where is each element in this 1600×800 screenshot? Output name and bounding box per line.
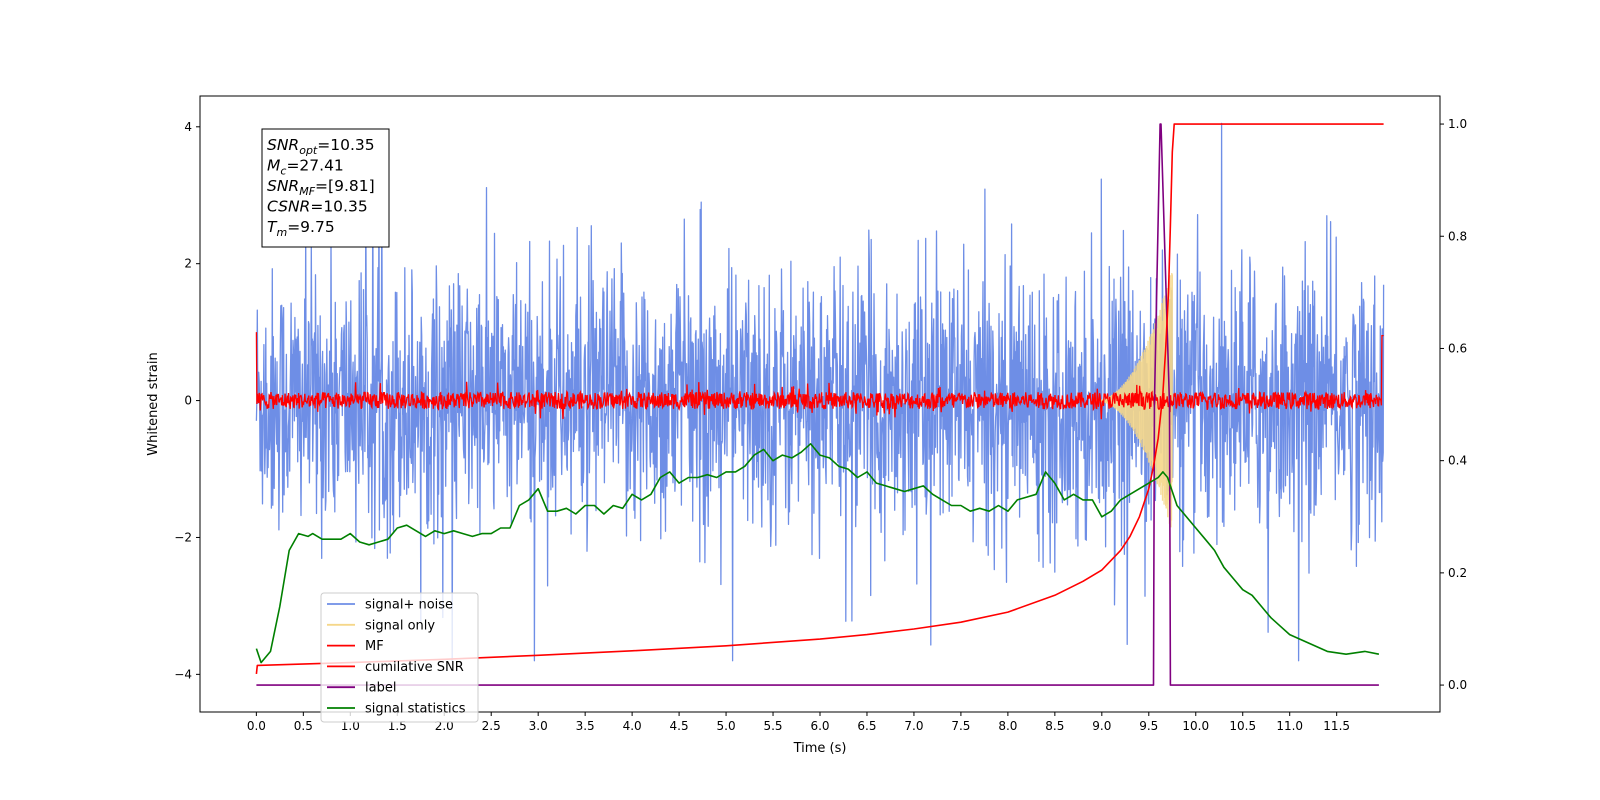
x-tick-label: 0.5: [294, 719, 313, 733]
x-tick-label: 7.5: [951, 719, 970, 733]
y-tick-label: −4: [174, 667, 192, 681]
legend-label: MF: [365, 639, 384, 654]
signal-noise-line: [255, 122, 1385, 662]
x-tick-label: 3.5: [576, 719, 595, 733]
y-axis-right: 1.0 0.8 0.6 0.4 0.2 0.0: [1440, 117, 1467, 692]
x-tick-label: 9.0: [1092, 719, 1111, 733]
annotation-line: Mc=27.41: [267, 157, 344, 178]
annotation-line: CSNR=10.35: [267, 198, 368, 216]
y2-tick-label: 0.0: [1448, 678, 1467, 692]
y-tick-label: 4: [184, 120, 192, 134]
annotation-frame: [261, 128, 390, 248]
annotation-line: SNRMF=[9.81]: [267, 177, 375, 198]
y-axis-label: Whitened strain: [146, 352, 161, 455]
x-tick-label: 7.0: [904, 719, 923, 733]
x-tick-label: 3.0: [529, 719, 548, 733]
y-tick-label: −2: [174, 530, 192, 544]
x-tick-label: 4.5: [670, 719, 689, 733]
x-tick-label: 6.0: [810, 719, 829, 733]
y2-tick-label: 0.8: [1448, 229, 1467, 243]
annotation-line: Tm=9.75: [267, 218, 335, 239]
x-tick-label: 4.0: [623, 719, 642, 733]
series-layer: [255, 122, 1385, 686]
legend-label: signal+ noise: [365, 598, 453, 613]
x-tick-label: 2.5: [482, 719, 501, 733]
mf-line: [255, 332, 1384, 420]
annotation-line: SNRopt=10.35: [267, 136, 375, 157]
y2-tick-label: 0.4: [1448, 454, 1467, 468]
legend: signal+ noise signal only MF cumilative SNR…: [320, 592, 479, 723]
x-tick-label: 11.5: [1323, 719, 1350, 733]
x-tick-label: 9.5: [1139, 719, 1158, 733]
y-tick-label: 0: [184, 394, 192, 408]
x-tick-label: 8.0: [998, 719, 1017, 733]
legend-label: signal statistics: [365, 702, 466, 717]
legend-label: signal only: [365, 618, 435, 633]
cumulative-snr-line: [255, 123, 1384, 674]
x-tick-label: 11.0: [1276, 719, 1303, 733]
y2-tick-label: 0.6: [1448, 341, 1467, 355]
x-tick-label: 8.5: [1045, 719, 1064, 733]
y2-tick-label: 1.0: [1448, 117, 1467, 131]
annotation-box: SNRopt=10.35Mc=27.41SNRMF=[9.81]CSNR=10.…: [261, 128, 390, 248]
x-axis-label: Time (s): [793, 741, 847, 756]
legend-frame: [320, 592, 479, 723]
x-tick-label: 6.5: [857, 719, 876, 733]
y-axis-left: 4 2 0 −2 −4: [174, 120, 200, 681]
x-tick-label: 10.0: [1182, 719, 1209, 733]
x-tick-label: 10.5: [1229, 719, 1256, 733]
label-line: [256, 123, 1379, 686]
x-tick-label: 0.0: [247, 719, 266, 733]
y-tick-label: 2: [184, 257, 192, 271]
legend-label: label: [365, 681, 396, 696]
signal-statistics-line: [255, 442, 1380, 664]
y2-tick-label: 0.2: [1448, 566, 1467, 580]
x-tick-label: 5.5: [763, 719, 782, 733]
legend-label: cumilative SNR: [365, 660, 464, 675]
x-tick-label: 5.0: [717, 719, 736, 733]
